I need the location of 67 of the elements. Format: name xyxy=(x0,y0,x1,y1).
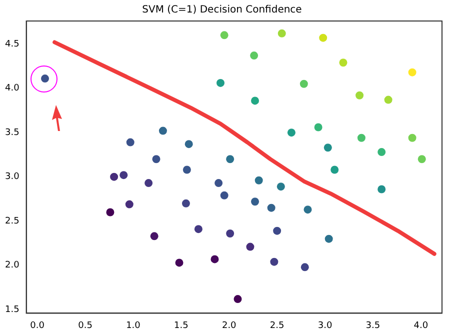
point xyxy=(408,134,416,142)
point xyxy=(152,155,160,164)
point xyxy=(220,191,228,200)
point xyxy=(324,144,332,152)
point xyxy=(270,258,278,266)
point xyxy=(150,232,158,240)
point xyxy=(144,179,153,188)
point xyxy=(254,176,263,184)
y-tick-label: 2.5 xyxy=(4,216,20,226)
x-tick-label: 1.0 xyxy=(126,320,141,331)
point xyxy=(339,58,348,67)
point xyxy=(251,198,260,206)
point xyxy=(300,80,308,88)
point xyxy=(216,78,224,87)
point xyxy=(226,230,234,238)
point xyxy=(125,200,134,208)
y-tick-label: 4.5 xyxy=(4,39,20,50)
point xyxy=(184,140,193,148)
x-tick-label: 4.0 xyxy=(414,320,428,331)
x-tick-label: 2.0 xyxy=(222,320,237,331)
point xyxy=(287,128,296,137)
point xyxy=(250,52,258,60)
point xyxy=(267,204,276,212)
y-tick-label: 3.0 xyxy=(4,172,20,182)
point xyxy=(384,96,392,104)
x-tick-label: 0.0 xyxy=(30,320,45,331)
point xyxy=(234,295,242,304)
point xyxy=(246,242,254,251)
point xyxy=(273,226,282,235)
x-tick-label: 0.5 xyxy=(78,320,92,331)
point xyxy=(158,126,167,135)
point xyxy=(330,166,339,174)
point xyxy=(408,68,416,76)
point xyxy=(214,179,223,188)
point xyxy=(175,258,184,267)
point xyxy=(276,182,285,191)
point xyxy=(324,234,333,243)
point xyxy=(220,31,228,40)
x-tick-label: 1.5 xyxy=(174,320,188,331)
x-tick-label: 3.5 xyxy=(366,320,380,331)
y-tick-label: 4.0 xyxy=(4,84,20,94)
point xyxy=(210,255,219,264)
point xyxy=(110,172,118,181)
y-tick-label: 1.5 xyxy=(4,305,20,315)
point xyxy=(418,155,426,164)
chart-title: SVM (C=1) Decision Confidence xyxy=(142,4,302,16)
y-tick-label: 3.5 xyxy=(4,128,20,138)
point xyxy=(120,171,128,180)
point xyxy=(226,155,234,164)
point xyxy=(356,91,364,100)
point xyxy=(378,185,386,194)
point xyxy=(251,96,260,105)
point xyxy=(106,208,114,216)
point xyxy=(357,134,366,142)
point xyxy=(319,34,328,42)
point xyxy=(182,199,190,208)
point xyxy=(194,225,202,234)
y-tick-label: 2.0 xyxy=(4,260,20,271)
point xyxy=(126,138,134,146)
x-tick-label: 2.5 xyxy=(270,320,284,331)
point xyxy=(314,123,322,132)
x-tick-label: 3.0 xyxy=(318,320,332,331)
point xyxy=(182,166,191,174)
point xyxy=(300,263,309,272)
point xyxy=(378,148,386,156)
point xyxy=(278,29,286,38)
point xyxy=(304,206,312,214)
